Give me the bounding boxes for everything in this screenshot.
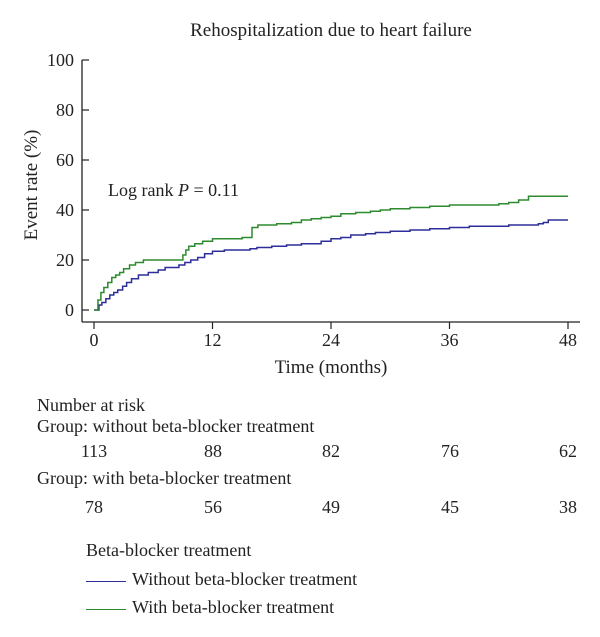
y-axis-ticks: 0 20 40 60 80 100 [47, 50, 89, 320]
x-tick-label: 24 [322, 330, 340, 350]
x-tick-label: 12 [204, 330, 222, 350]
chart-title: Rehospitalization due to heart failure [190, 20, 472, 41]
risk-count: 78 [85, 497, 103, 517]
series-without-beta-blocker-line [94, 219, 568, 311]
risk-group-label-with: Group: with beta-blocker treatment [37, 468, 292, 488]
log-rank-annotation: Log rank P = 0.11 [108, 180, 239, 200]
annotation-p-label: P [177, 180, 189, 200]
risk-count: 49 [322, 497, 340, 517]
y-axis-label: Event rate (%) [21, 130, 42, 241]
legend-swatch-without [86, 581, 126, 582]
y-tick-label: 0 [65, 300, 74, 320]
risk-count: 62 [559, 441, 577, 461]
y-tick-label: 80 [56, 100, 74, 120]
legend-title: Beta-blocker treatment [86, 540, 252, 560]
risk-count: 45 [441, 497, 459, 517]
legend-label-with: With beta-blocker treatment [132, 597, 335, 617]
y-tick-label: 100 [47, 50, 74, 70]
risk-count: 38 [559, 497, 577, 517]
legend-label-without: Without beta-blocker treatment [132, 569, 358, 589]
x-axis-ticks: 0 12 24 36 48 [90, 322, 577, 350]
risk-count: 56 [204, 497, 222, 517]
annotation-suffix: = 0.11 [189, 180, 239, 200]
risk-group-label-without: Group: without beta-blocker treatment [37, 416, 315, 436]
series-layer [94, 195, 568, 311]
series-with-beta-blocker-line [94, 195, 568, 311]
y-tick-label: 60 [56, 150, 74, 170]
risk-count: 113 [80, 441, 108, 461]
x-axis-label: Time (months) [275, 357, 388, 378]
y-tick-label: 20 [56, 250, 74, 270]
risk-count: 76 [441, 441, 459, 461]
x-tick-label: 0 [90, 330, 99, 350]
risk-count: 88 [204, 441, 222, 461]
risk-count: 82 [322, 441, 340, 461]
y-tick-label: 40 [56, 200, 74, 220]
annotation-prefix: Log rank [108, 180, 178, 200]
x-tick-label: 36 [441, 330, 459, 350]
legend-swatch-with [86, 609, 126, 610]
risk-table-heading: Number at risk [37, 395, 145, 415]
x-tick-label: 48 [559, 330, 577, 350]
chart-svg: Rehospitalization due to heart failure E… [21, 20, 580, 378]
